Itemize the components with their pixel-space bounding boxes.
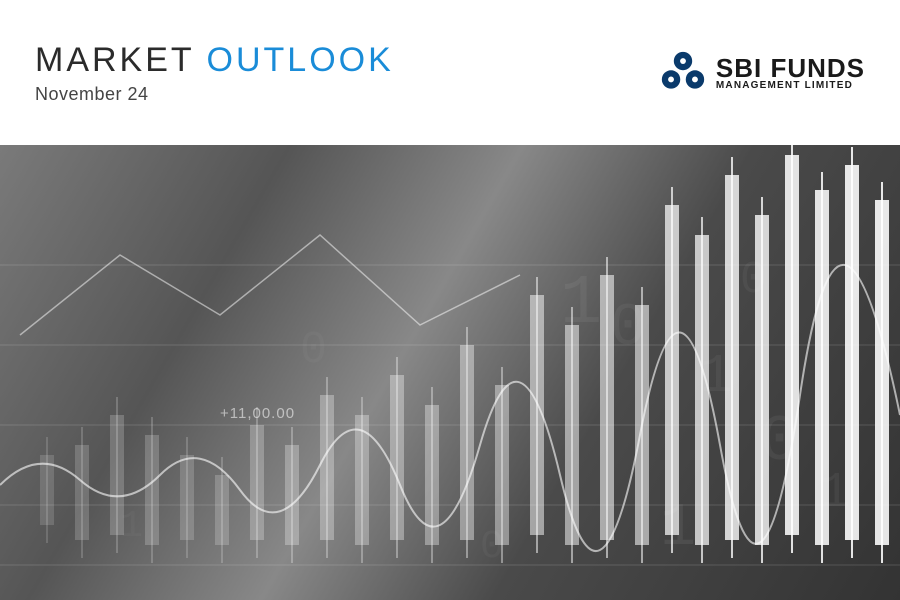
bg-digit: 1 [820,465,850,522]
bg-digit: 1 [120,505,143,548]
title-block: MARKET OUTLOOK November 24 [35,41,394,105]
company-logo: SBI FUNDS MANAGEMENT LIMITED [660,50,865,96]
logo-text: SBI FUNDS MANAGEMENT LIMITED [716,55,865,91]
header: MARKET OUTLOOK November 24 SBI FUNDS MAN… [0,0,900,145]
bg-digit: 1 [660,495,696,563]
sbi-clover-icon [660,50,706,96]
title-word-outlook: OUTLOOK [207,41,394,79]
bg-digit: 0 [740,255,767,306]
report-date: November 24 [35,84,394,105]
title-word-market: MARKET [35,41,194,79]
bg-digit: 1 [700,345,733,408]
bg-digit: 0 [760,405,799,479]
bg-digit: 1 [560,265,602,344]
logo-sub-text: MANAGEMENT LIMITED [716,81,865,91]
hero-chart-graphic: +11,00.00 1010101010 [0,145,900,600]
bg-digit: 0 [300,325,327,376]
page-title: MARKET OUTLOOK [35,41,394,80]
bg-digit: 0 [610,295,646,363]
bg-digit: 0 [480,525,504,570]
logo-main-text: SBI FUNDS [716,55,865,81]
chart-value-label: +11,00.00 [220,405,295,422]
